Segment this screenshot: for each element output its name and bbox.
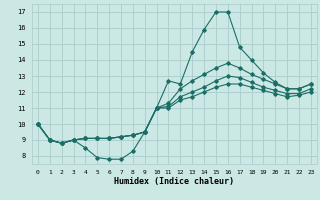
X-axis label: Humidex (Indice chaleur): Humidex (Indice chaleur) xyxy=(115,177,234,186)
